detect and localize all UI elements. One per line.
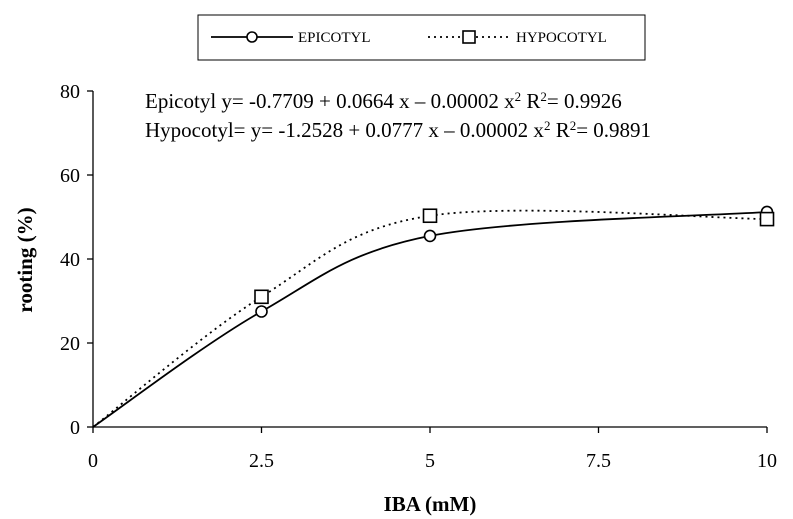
y-tick-label: 20 [60,333,80,355]
x-tick-label: 2.5 [249,450,274,472]
series-line-hypocotyl [92,209,768,428]
y-tick-label: 60 [60,165,80,187]
plot-area: 0 20 40 60 80 0 2.5 5 7.5 10 [60,81,777,472]
equation-line: Epicotyl y= -0.7709 + 0.0664 x – 0.00002… [145,89,622,114]
data-point-epicotyl [255,305,268,318]
y-tick-label: 80 [60,81,80,103]
y-tick-label: 40 [60,249,80,271]
equation-line: Hypocotyl= y= -1.2528 + 0.0777 x – 0.000… [145,118,651,143]
data-point-hypocotyl [254,289,269,305]
equation-superscript: 2 [515,89,522,104]
equation-superscript: 2 [570,118,577,133]
x-tick-label: 5 [425,450,435,472]
legend-marker-hypocotyl [462,30,476,44]
data-point-hypocotyl [422,208,438,224]
equation-superscript: 2 [540,89,547,104]
data-point-epicotyl [423,229,437,243]
equation-text: = 0.9926 [547,89,622,113]
x-tick-label: 0 [88,450,98,472]
equation-superscript: 2 [544,118,551,133]
equation-text: = 0.9891 [576,118,651,142]
y-axis-label: rooting (%) [13,207,37,312]
legend: EPICOTYL HYPOCOTYL [197,14,646,61]
legend-label-hypocotyl: HYPOCOTYL [516,30,607,46]
x-tick-label: 10 [757,450,777,472]
equation-text: Epicotyl y= -0.7709 + 0.0664 x – 0.00002… [145,89,515,113]
x-tick-label: 7.5 [586,450,611,472]
legend-marker-epicotyl [246,31,258,43]
equation-text: R [550,118,569,142]
series-line-epicotyl [92,211,768,428]
y-tick-label: 0 [70,417,80,439]
legend-label-epicotyl: EPICOTYL [298,30,371,46]
equation-text: R [521,89,540,113]
x-axis-label: IBA (mM) [384,492,477,516]
data-point-hypocotyl [759,211,775,227]
equation-annotation: Epicotyl y= -0.7709 + 0.0664 x – 0.00002… [145,89,651,143]
equation-text: Hypocotyl= y= -1.2528 + 0.0777 x – 0.000… [145,118,544,142]
